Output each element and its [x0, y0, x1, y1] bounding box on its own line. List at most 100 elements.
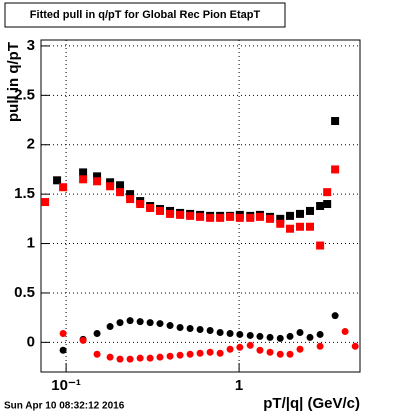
data-point — [235, 213, 244, 222]
data-point — [331, 117, 340, 126]
data-point — [256, 346, 264, 354]
data-point — [126, 190, 135, 199]
data-point — [166, 209, 175, 218]
x-axis-label: pT/|q| (GeV/c) — [263, 395, 360, 412]
data-point — [126, 355, 134, 363]
data-point — [206, 348, 214, 356]
data-point — [146, 319, 154, 327]
data-point — [79, 175, 88, 184]
data-point — [286, 211, 295, 220]
data-point — [136, 200, 145, 209]
y-tick-label: 0 — [27, 333, 35, 350]
data-point — [316, 330, 324, 338]
data-point — [296, 328, 304, 336]
data-point — [255, 212, 264, 221]
data-point — [59, 183, 68, 192]
plot-frame — [40, 39, 361, 373]
y-tick-label: 1 — [27, 235, 35, 252]
data-point — [146, 354, 154, 362]
data-point — [226, 329, 234, 337]
data-point — [196, 326, 204, 334]
data-point — [106, 182, 115, 191]
data-point — [286, 332, 294, 340]
data-point — [166, 322, 174, 330]
data-point — [53, 176, 62, 185]
data-point — [316, 342, 324, 350]
data-point — [226, 212, 235, 221]
data-point — [196, 349, 204, 357]
data-point — [116, 319, 124, 327]
data-point — [206, 213, 215, 222]
data-point — [226, 345, 234, 353]
data-point — [41, 198, 50, 207]
data-point — [136, 354, 144, 362]
data-point — [246, 331, 254, 339]
data-point — [296, 222, 305, 231]
data-point — [323, 188, 332, 197]
data-point — [236, 330, 244, 338]
data-point — [246, 341, 254, 349]
y-tick-label: 2 — [27, 136, 35, 153]
data-point — [323, 200, 332, 209]
y-tick-label: 0.5 — [14, 284, 35, 301]
data-point — [59, 329, 67, 337]
footer-date: Sun Apr 10 08:32:12 2016 — [4, 401, 125, 412]
data-point — [286, 350, 294, 358]
data-point — [236, 343, 244, 351]
data-point — [316, 241, 325, 250]
data-point — [256, 332, 264, 340]
data-point — [93, 329, 101, 337]
y-axis-label: pull in q/pT — [5, 42, 22, 122]
data-point — [116, 181, 125, 190]
title-box — [4, 2, 286, 28]
data-point — [331, 312, 339, 320]
data-point — [246, 213, 255, 222]
y-tick-label: 3 — [27, 37, 35, 54]
data-point — [79, 168, 88, 177]
y-tick-label: 1.5 — [14, 185, 35, 202]
data-point — [126, 317, 134, 325]
data-point — [296, 345, 304, 353]
data-point — [126, 195, 135, 204]
data-point — [306, 206, 315, 215]
data-point — [166, 352, 174, 360]
data-point — [79, 336, 87, 344]
data-point — [316, 202, 325, 210]
data-point — [106, 323, 114, 331]
data-point — [306, 333, 314, 341]
data-point — [186, 350, 194, 358]
data-point — [216, 328, 224, 336]
data-point — [276, 219, 285, 228]
x-tick-label: 1 — [235, 377, 243, 394]
data-point — [136, 318, 144, 326]
data-point — [196, 212, 205, 221]
y-tick-label: 2.5 — [14, 86, 35, 103]
data-point — [59, 346, 67, 354]
data-point — [331, 165, 340, 174]
data-point — [176, 324, 184, 332]
data-point — [276, 334, 284, 342]
data-point — [216, 213, 225, 222]
data-point — [116, 355, 124, 363]
data-point — [206, 327, 214, 334]
data-point — [156, 353, 164, 361]
data-point — [276, 350, 284, 358]
data-point — [93, 172, 102, 181]
data-point — [306, 222, 315, 231]
data-point — [266, 348, 274, 356]
data-point — [266, 214, 275, 223]
data-point — [93, 177, 102, 186]
data-point — [176, 351, 184, 359]
data-point — [93, 350, 101, 358]
data-point — [296, 209, 305, 218]
data-point — [156, 206, 165, 215]
data-point — [116, 188, 125, 197]
data-point — [266, 333, 274, 341]
data-point — [276, 214, 285, 223]
data-point — [286, 224, 295, 233]
data-point — [106, 353, 114, 361]
data-point — [186, 325, 194, 333]
data-point — [146, 203, 155, 212]
data-point — [176, 210, 185, 219]
